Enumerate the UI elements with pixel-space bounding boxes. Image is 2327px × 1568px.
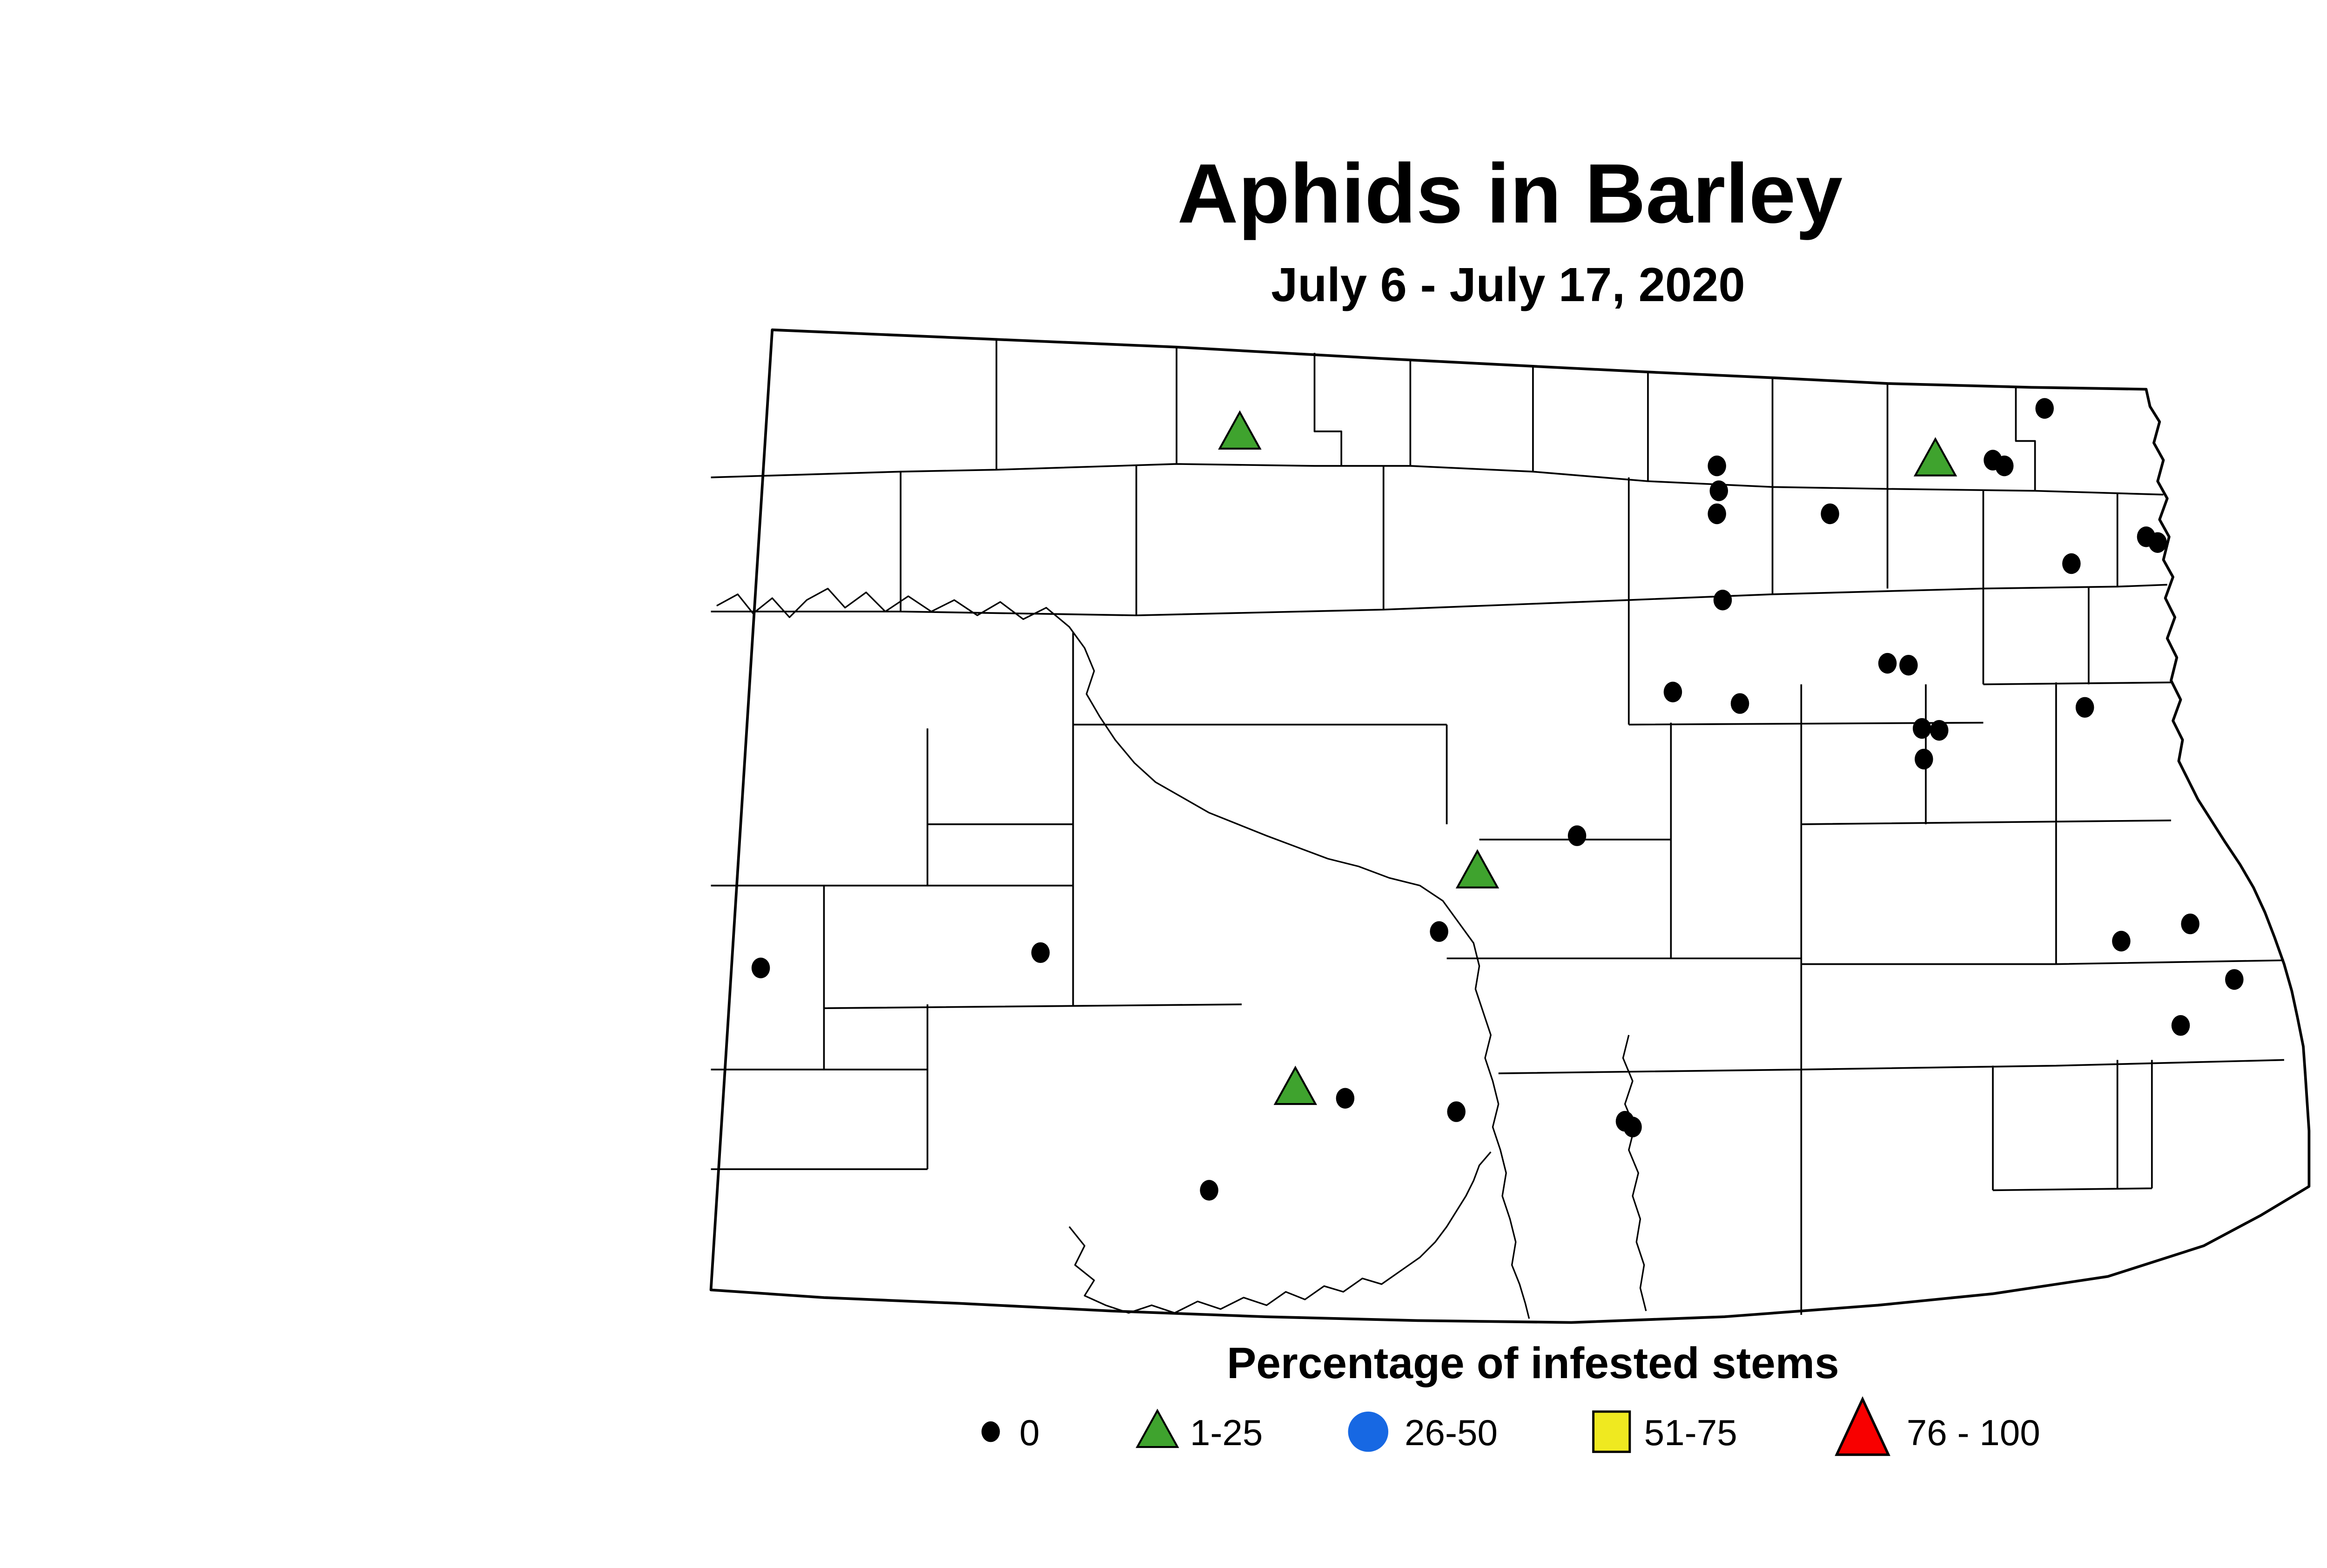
page-subtitle: July 6 - July 17, 2020 (1271, 258, 1745, 311)
legend-item: 51-75 (1592, 1410, 1737, 1453)
marker-dot (1878, 653, 1897, 674)
marker-dot (1031, 942, 1050, 963)
legend-item-label: 51-75 (1644, 1412, 1737, 1453)
marker-dot (2225, 969, 2244, 990)
marker-dot (1912, 718, 1931, 739)
marker-dot (1899, 654, 1918, 676)
lake-sakakawea-missouri-river (716, 587, 1530, 1319)
marker-dot (1708, 455, 1726, 477)
legend-title: Percentage of infested stems (1227, 1339, 1839, 1388)
marker-dot (1995, 455, 2014, 477)
marker-dot (1336, 1088, 1355, 1109)
legend-item: 1-25 (1136, 1408, 1263, 1453)
marker-dot (1915, 748, 1933, 770)
page-title: Aphids in Barley (1177, 147, 1843, 241)
marker-dot (2112, 930, 2131, 952)
marker-dot (1730, 693, 1749, 714)
marker-dot (2062, 553, 2081, 574)
legend-triangle-icon (1136, 1408, 1179, 1448)
legend-dot-icon (981, 1421, 1000, 1442)
marker-dot (1430, 921, 1448, 942)
marker-dot (2148, 532, 2167, 553)
rivers (716, 587, 1647, 1319)
marker-dot (1713, 590, 1732, 611)
marker-dot (1567, 825, 1587, 846)
legend-item: 0 (981, 1412, 1040, 1453)
marker-triangle (1913, 437, 1957, 477)
legend-circle-icon (1348, 1411, 1389, 1452)
legend-item-label: 0 (1019, 1412, 1040, 1453)
marker-dot (2035, 398, 2054, 419)
legend-item: 76 - 100 (1835, 1396, 2040, 1456)
map-markers (751, 398, 2244, 1201)
legend-item: 26-50 (1348, 1411, 1498, 1453)
marker-dot (2171, 1015, 2190, 1036)
state-outline (709, 328, 2311, 1324)
marker-dot (1447, 1101, 1466, 1122)
marker-dot (1930, 720, 1949, 741)
marker-dot (2075, 697, 2094, 718)
legend-square-icon (1592, 1410, 1631, 1453)
legend-triangle-large-icon (1835, 1396, 1890, 1456)
marker-triangle (1273, 1065, 1318, 1105)
north-dakota-map (709, 328, 2311, 1324)
cannonball-river (1069, 1151, 1492, 1314)
county-boundaries (711, 339, 2284, 1315)
marker-triangle (1455, 849, 1500, 888)
legend-item-label: 1-25 (1190, 1412, 1263, 1453)
marker-dot (1663, 681, 1682, 703)
marker-dot (1623, 1117, 1642, 1137)
marker-dot (1708, 503, 1726, 525)
marker-dot (1821, 503, 1839, 525)
marker-dot (2181, 913, 2199, 935)
legend-item-label: 26-50 (1405, 1412, 1498, 1453)
legend-item-label: 76 - 100 (1907, 1412, 2040, 1453)
marker-dot (1709, 480, 1728, 501)
marker-dot (751, 957, 770, 978)
james-river (1622, 1035, 1647, 1312)
marker-dot (1200, 1180, 1218, 1201)
marker-triangle (1218, 410, 1262, 450)
legend: 0 1-25 26-50 51-75 76 - 100 (981, 1396, 2040, 1456)
